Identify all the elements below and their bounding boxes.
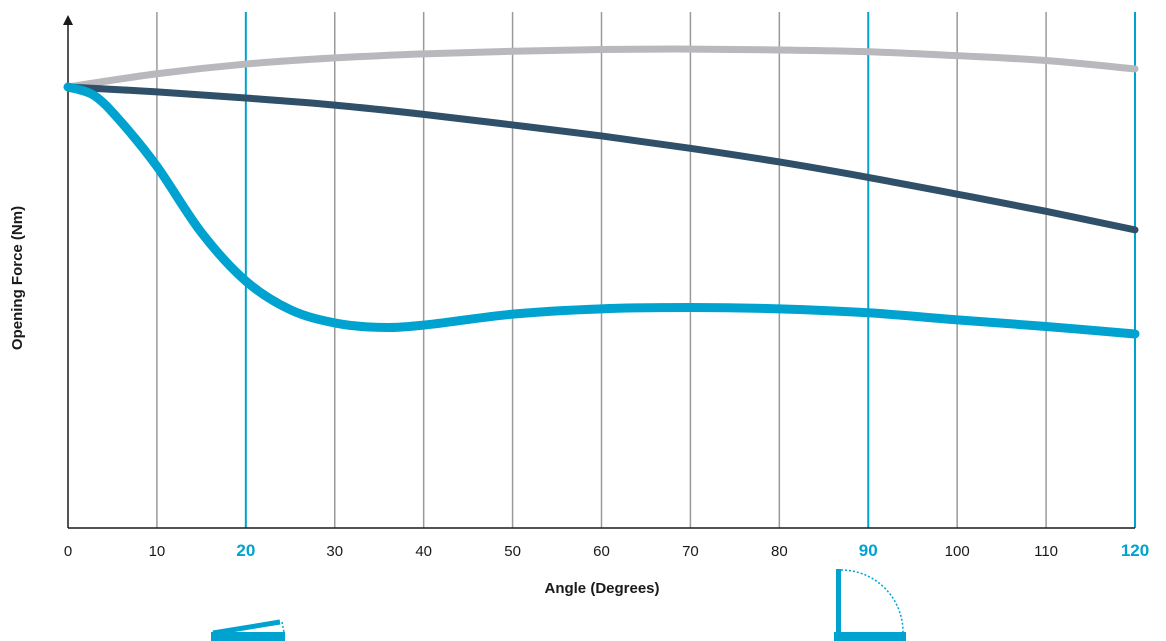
y-axis-label: Opening Force (Nm) <box>9 206 26 350</box>
series-group <box>63 45 1140 339</box>
axes <box>63 15 1135 529</box>
x-tick-label-110: 110 <box>1034 543 1058 560</box>
door-open-90-icon <box>834 569 906 641</box>
door-open-20-icon <box>211 619 285 641</box>
x-tick-label-70: 70 <box>682 543 699 560</box>
series-line-2 <box>64 83 1139 234</box>
x-tick-label-100: 100 <box>945 543 970 560</box>
x-tick-label-50: 50 <box>504 543 521 560</box>
series-line-1 <box>64 45 1139 91</box>
x-tick-label-60: 60 <box>593 543 610 560</box>
x-tick-label-90: 90 <box>859 541 878 560</box>
x-tick-label-20: 20 <box>236 541 255 560</box>
y-axis-arrow-icon <box>63 15 73 25</box>
x-tick-label-80: 80 <box>771 543 788 560</box>
x-tick-label-120: 120 <box>1121 541 1149 560</box>
x-tick-labels: 0 10 20 30 40 50 60 70 80 90 100 110 120 <box>64 541 1149 560</box>
x-tick-label-10: 10 <box>149 543 166 560</box>
x-axis-label: Angle (Degrees) <box>544 580 659 597</box>
grid-lines <box>156 12 1136 528</box>
x-tick-label-40: 40 <box>415 543 432 560</box>
x-tick-label-0: 0 <box>64 543 72 560</box>
series-line-3 <box>63 82 1140 339</box>
x-tick-label-30: 30 <box>326 543 343 560</box>
